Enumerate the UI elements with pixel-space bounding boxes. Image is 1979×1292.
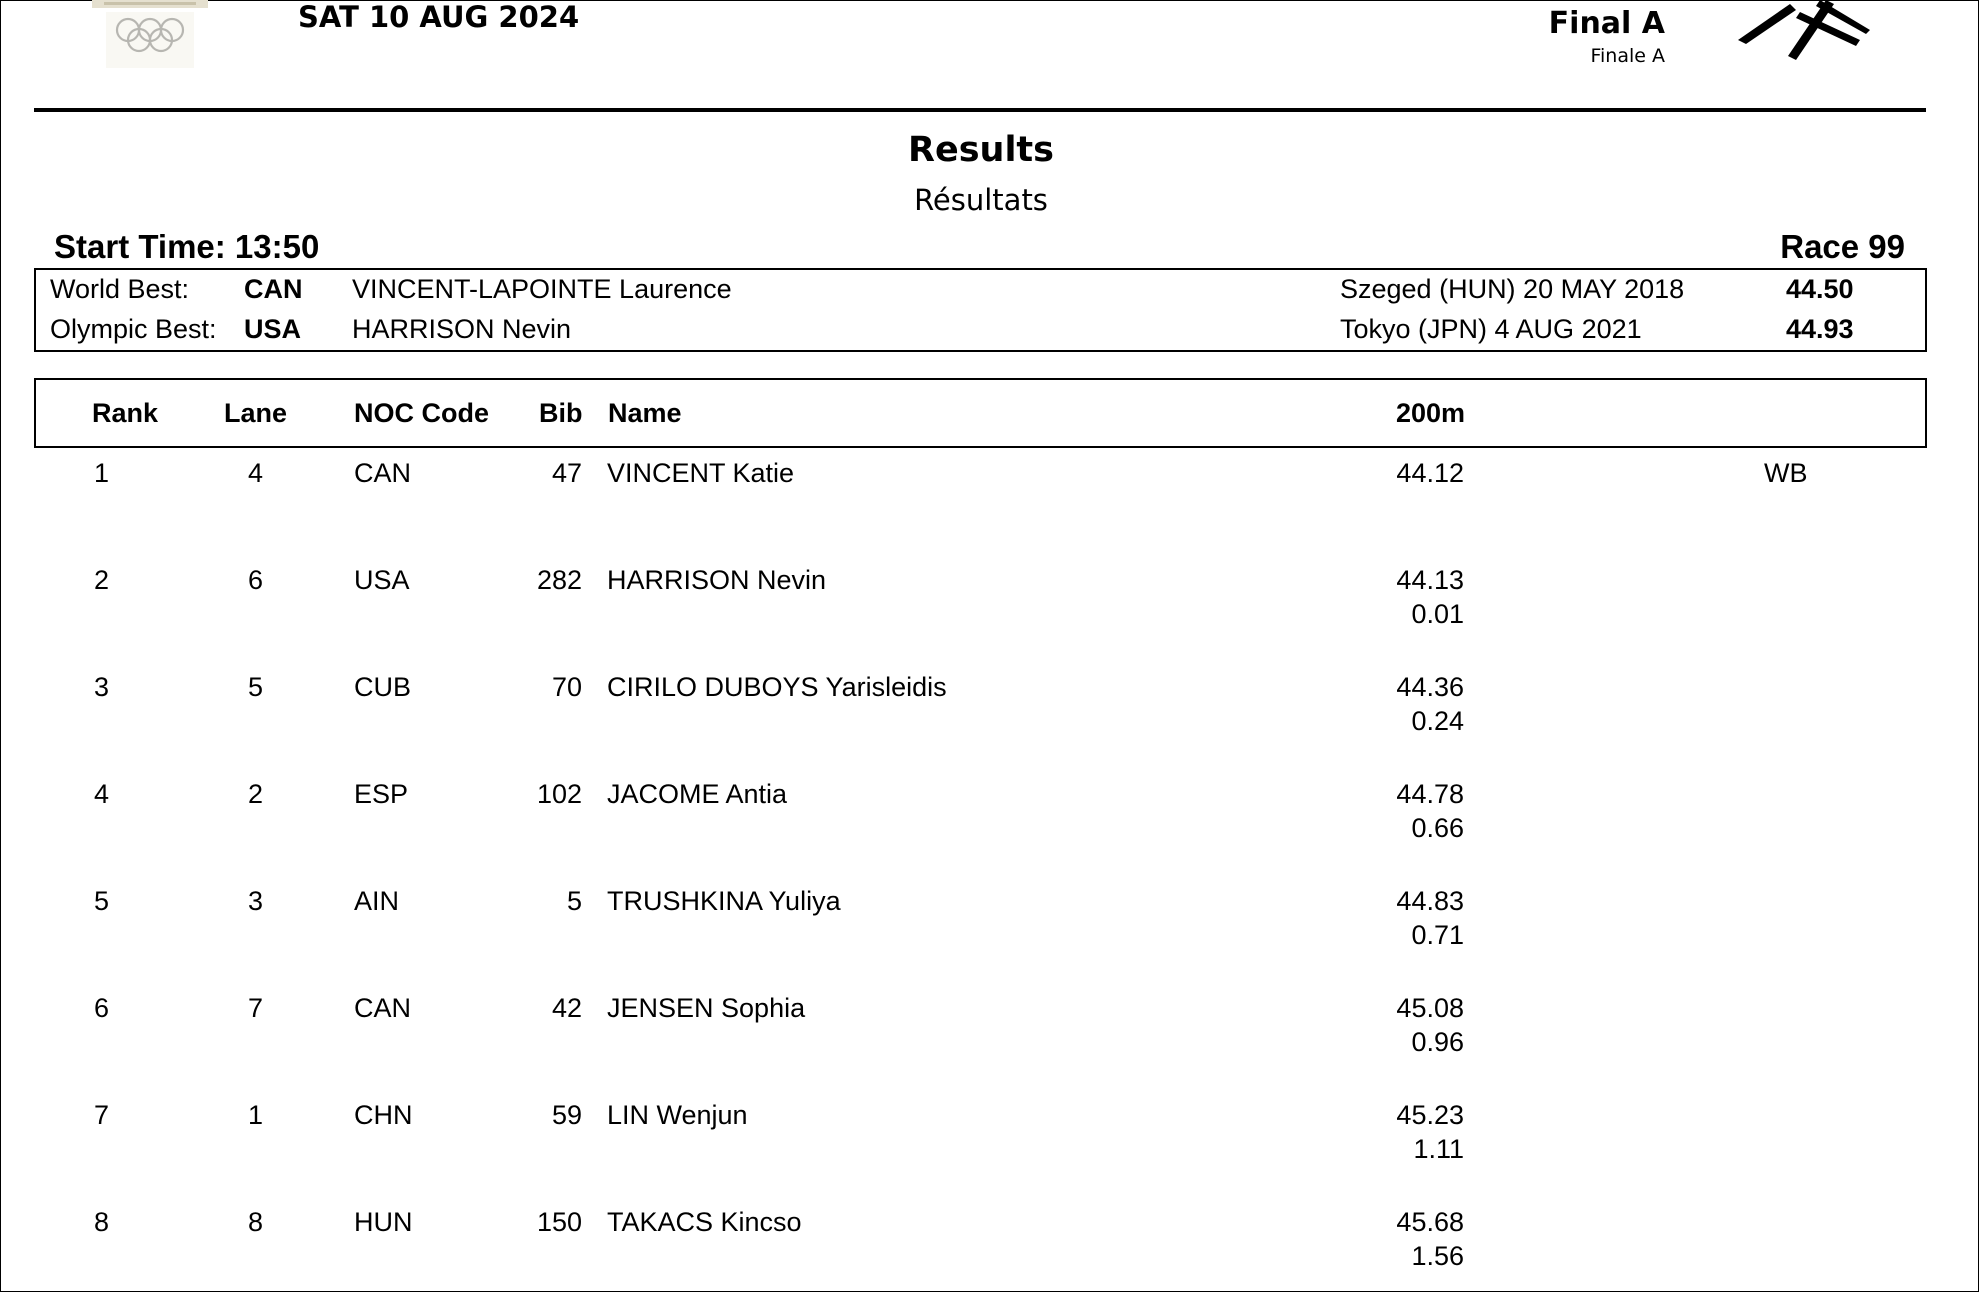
results-title: Results [908,130,1054,170]
table-row: 8 8 HUN 150 TAKACS Kincso 45.68 1.56 [0,1207,1979,1287]
record-noc: USA [244,314,302,344]
table-row: 4 2 ESP 102 JACOME Antia 44.78 0.66 [0,779,1979,879]
record-holder: HARRISON Nevin [352,314,572,344]
column-header-lane: Lane [224,398,288,428]
bib-cell: 282 [536,565,582,595]
record-time: 44.50 [1786,274,1854,304]
time-cell: 45.23 [1396,1100,1464,1130]
name-cell: VINCENT Katie [607,458,795,488]
lane-cell: 1 [248,1100,264,1130]
rank-cell: 5 [94,886,110,916]
time-cell: 44.13 [1396,565,1464,595]
name-cell: CIRILO DUBOYS Yarisleidis [607,672,947,702]
record-place-date: Tokyo (JPN) 4 AUG 2021 [1340,314,1642,344]
race-number: Race 99 [1780,228,1905,265]
bib-cell: 150 [536,1207,582,1237]
gap-cell: 1.11 [1413,1134,1464,1164]
time-cell: 44.36 [1396,672,1464,702]
rank-cell: 4 [94,779,110,809]
time-cell: 45.08 [1396,993,1464,1023]
name-cell: JENSEN Sophia [607,993,806,1023]
noc-cell: ESP [354,779,409,809]
name-cell: JACOME Antia [607,779,788,809]
rank-cell: 7 [94,1100,110,1130]
record-holder: VINCENT-LAPOINTE Laurence [352,274,732,304]
phase-block: Final A Finale A [1549,6,1665,67]
olympic-rings-logo [92,0,208,68]
noc-cell: HUN [354,1207,413,1237]
gap-cell: 0.24 [1411,706,1464,736]
table-row: 7 1 CHN 59 LIN Wenjun 45.23 1.11 [0,1100,1979,1200]
bib-cell: 102 [536,779,582,809]
column-header-bib: Bib [539,398,583,428]
column-header-name: Name [608,398,682,428]
rank-cell: 1 [94,458,110,488]
lane-cell: 5 [248,672,264,702]
noc-cell: CHN [354,1100,413,1130]
phase-title-fr: Finale A [1590,45,1665,67]
phase-title: Final A [1548,6,1665,41]
lane-cell: 8 [248,1207,264,1237]
bib-cell: 5 [566,886,582,916]
start-time: Start Time: 13:50 [54,228,320,265]
time-cell: 45.68 [1396,1207,1464,1237]
record-time: 44.93 [1786,314,1854,344]
canoe-sprint-pictogram-icon [1738,0,1870,60]
column-header-200m: 200m [1396,398,1466,428]
rank-cell: 6 [94,993,110,1023]
lane-cell: 6 [248,565,264,595]
column-header-noc: NOC Code [354,398,489,428]
results-table-header: Rank Lane NOC Code Bib Name 200m [34,378,1927,448]
record-row-world-best: World Best: CAN VINCENT-LAPOINTE Laurenc… [36,270,1925,308]
record-noc: CAN [244,274,303,304]
lane-cell: 2 [248,779,264,809]
record-place-date: Szeged (HUN) 20 MAY 2018 [1340,274,1685,304]
results-title-fr: Résultats [914,183,1048,217]
gap-cell: 0.71 [1411,920,1464,950]
table-row: 6 7 CAN 42 JENSEN Sophia 45.08 0.96 [0,993,1979,1093]
column-header-rank: Rank [92,398,159,428]
name-cell: LIN Wenjun [607,1100,748,1130]
record-badge: WB [1764,458,1808,488]
competition-date: SAT 10 AUG 2024 [298,0,580,34]
name-cell: TRUSHKINA Yuliya [607,886,841,916]
record-label: World Best: [50,274,190,304]
noc-cell: CAN [354,993,412,1023]
gap-cell: 1.56 [1411,1241,1464,1271]
noc-cell: USA [354,565,410,595]
table-row: 2 6 USA 282 HARRISON Nevin 44.13 0.01 [0,565,1979,665]
noc-cell: AIN [354,886,400,916]
bib-cell: 47 [551,458,582,488]
noc-cell: CAN [354,458,412,488]
lane-cell: 7 [248,993,264,1023]
gap-cell: 0.01 [1411,599,1464,629]
table-row: 3 5 CUB 70 CIRILO DUBOYS Yarisleidis 44.… [0,672,1979,772]
lane-cell: 4 [248,458,264,488]
bib-cell: 42 [551,993,582,1023]
rank-cell: 8 [94,1207,110,1237]
name-cell: HARRISON Nevin [607,565,827,595]
gap-cell: 0.96 [1411,1027,1464,1057]
time-cell: 44.12 [1396,458,1464,488]
time-cell: 44.83 [1396,886,1464,916]
lane-cell: 3 [248,886,264,916]
time-cell: 44.78 [1396,779,1464,809]
name-cell: TAKACS Kincso [607,1207,802,1237]
gap-cell: 0.66 [1411,813,1464,843]
bib-cell: 59 [551,1100,582,1130]
header-divider [34,108,1926,112]
table-row: 5 3 AIN 5 TRUSHKINA Yuliya 44.83 0.71 [0,886,1979,986]
table-row: 1 4 CAN 47 VINCENT Katie 44.12 WB [0,458,1979,558]
noc-cell: CUB [354,672,412,702]
rank-cell: 2 [94,565,110,595]
records-box: World Best: CAN VINCENT-LAPOINTE Laurenc… [34,268,1927,352]
record-label: Olympic Best: [50,314,217,344]
bib-cell: 70 [551,672,582,702]
record-row-olympic-best: Olympic Best: USA HARRISON Nevin Tokyo (… [36,310,1925,348]
rank-cell: 3 [94,672,110,702]
